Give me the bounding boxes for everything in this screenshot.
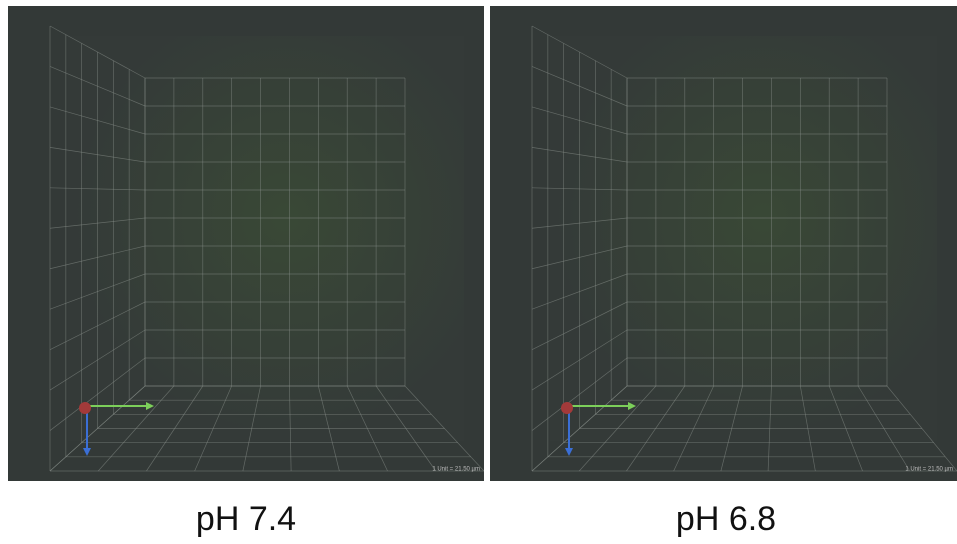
render-panel: 1 Unit = 21.50 µm: [490, 6, 957, 481]
green-volume: [68, 36, 464, 441]
render-panel: 1 Unit = 21.50 µm: [8, 6, 484, 481]
scale-text: 1 Unit = 21.50 µm: [432, 467, 480, 473]
panel-label: pH 6.8: [576, 500, 876, 539]
axis-origin: [79, 402, 91, 414]
axis-origin: [561, 402, 573, 414]
scale-text: 1 Unit = 21.50 µm: [905, 467, 953, 473]
green-volume: [550, 36, 937, 441]
figure: 1 Unit = 21.50 µm 1 Unit = 21.50 µm pH 7…: [0, 0, 957, 544]
panel-label: pH 7.4: [96, 500, 396, 539]
